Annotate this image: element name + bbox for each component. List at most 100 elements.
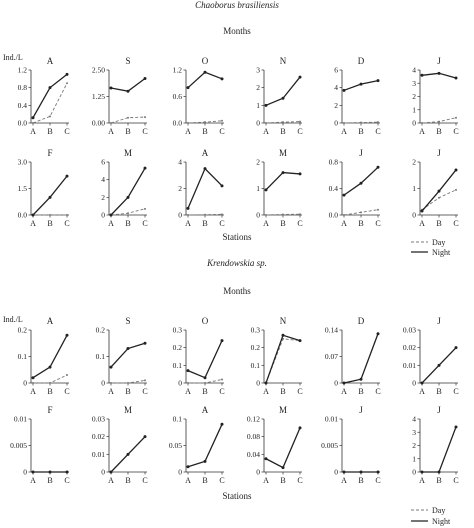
night-point	[143, 166, 147, 170]
y-tick-label: 0.02	[403, 343, 416, 352]
y-tick-label: 6	[101, 158, 105, 167]
x-tick-label: B	[436, 476, 441, 485]
chart-grid-chaoborus: A0.00.40.81.2A B CS0.001.252.50A B CO0.00.61…	[18, 56, 459, 228]
x-tick-label: C	[64, 127, 69, 136]
section-krendowskia: Krendowskia sp. Months Ind./L Stations D…	[3, 258, 459, 526]
section-title: Chaoborus brasiliensis	[195, 0, 279, 10]
night-point	[437, 363, 441, 367]
y-tick-label: 2	[412, 92, 416, 101]
y-tick-label: 3.0	[18, 158, 28, 167]
y-tick-label: 0.12	[247, 415, 260, 424]
day-point	[299, 120, 301, 123]
x-tick-label: A	[419, 387, 425, 396]
day-point	[455, 188, 457, 191]
panel: J 0.0 0.4 0.8 A B C	[329, 148, 381, 228]
x-tick-label: C	[297, 219, 302, 228]
stations-label: Stations	[222, 491, 252, 501]
x-tick-label: C	[142, 476, 147, 485]
y-tick-label: 0.08	[247, 432, 260, 441]
night-series-line	[265, 171, 301, 191]
day-point	[204, 213, 206, 216]
y-tick-label: 0.4	[18, 101, 28, 110]
y-tick-label: 0	[23, 468, 27, 477]
x-tick-label: A	[185, 219, 191, 228]
x-tick-label: C	[142, 387, 147, 396]
y-tick-label: 0.0	[329, 211, 339, 220]
panel: J 0 0.01 0.02 0.03 A B C	[403, 316, 459, 396]
night-series-line	[32, 175, 68, 216]
y-tick-label: 0.01	[403, 361, 416, 370]
night-series-line	[265, 76, 301, 106]
day-series-line	[33, 374, 68, 384]
night-series-line	[422, 426, 457, 473]
y-tick-label: 0.1	[173, 361, 183, 370]
night-point	[359, 377, 363, 381]
y-tick-label: 0.02	[92, 432, 105, 441]
night-point	[220, 339, 224, 343]
day-point	[49, 214, 51, 216]
day-point	[66, 82, 68, 85]
x-tick-label: A	[108, 219, 114, 228]
x-tick-label: A	[30, 127, 36, 136]
x-tick-label: B	[436, 127, 441, 136]
x-tick-label: C	[219, 219, 224, 228]
section-chaoborus: Chaoborus brasiliensis Months Ind./L Sta…	[3, 0, 459, 257]
night-point	[186, 369, 190, 373]
panel-title: N	[280, 316, 287, 326]
x-tick-label: B	[280, 476, 285, 485]
night-point	[420, 209, 424, 213]
day-point	[204, 121, 206, 124]
night-point	[359, 181, 363, 185]
night-point	[186, 465, 190, 469]
day-point	[299, 213, 301, 216]
x-tick-label: C	[375, 127, 380, 136]
night-series-line	[187, 340, 223, 379]
months-label: Months	[223, 286, 251, 296]
x-tick-label: A	[185, 127, 191, 136]
y-tick-label: 0.01	[14, 415, 27, 424]
y-tick-label: 1	[412, 184, 416, 193]
day-point	[377, 121, 379, 124]
night-point	[65, 174, 69, 178]
y-tick-label: 0.3	[173, 326, 183, 335]
night-point	[48, 470, 52, 474]
night-point	[186, 206, 190, 210]
x-tick-label: A	[108, 127, 114, 136]
y-tick-label: 0.1	[96, 352, 106, 361]
day-point	[282, 213, 284, 216]
night-point	[126, 195, 130, 199]
x-tick-label: A	[341, 219, 347, 228]
panel-title: D	[358, 56, 365, 66]
night-series-line	[187, 71, 223, 89]
night-series-line	[110, 167, 146, 216]
night-point	[298, 339, 302, 343]
y-tick-label: 2	[256, 83, 260, 92]
night-point	[31, 116, 35, 120]
x-tick-label: A	[30, 476, 36, 485]
x-tick-label: B	[47, 387, 52, 396]
y-tick-label: 0.14	[325, 326, 338, 335]
night-point	[65, 333, 69, 337]
panel: M 0 1 2 A B C	[256, 148, 302, 228]
night-point	[281, 466, 285, 470]
x-tick-label: B	[358, 387, 363, 396]
y-tick-label: 0	[23, 379, 27, 388]
night-point	[109, 86, 113, 90]
y-axis-label: Ind./L	[3, 315, 23, 324]
panel-title: A	[47, 316, 54, 326]
panel: D 0 0.07 0.14 A B C	[325, 316, 381, 396]
panel: M 0 2 4 6 A B C	[101, 148, 147, 228]
x-tick-label: C	[64, 476, 69, 485]
x-tick-label: B	[280, 387, 285, 396]
legend-night-label: Night	[432, 517, 451, 526]
day-point	[360, 121, 362, 124]
night-point	[298, 172, 302, 176]
x-tick-label: A	[341, 476, 347, 485]
y-tick-label: 0	[101, 211, 105, 220]
day-point	[421, 122, 423, 124]
panel-title: A	[47, 56, 54, 66]
y-tick-label: 3	[412, 428, 416, 437]
x-tick-label: B	[358, 476, 363, 485]
y-tick-label: 0.0	[173, 119, 183, 128]
y-tick-label: 2	[178, 184, 182, 193]
